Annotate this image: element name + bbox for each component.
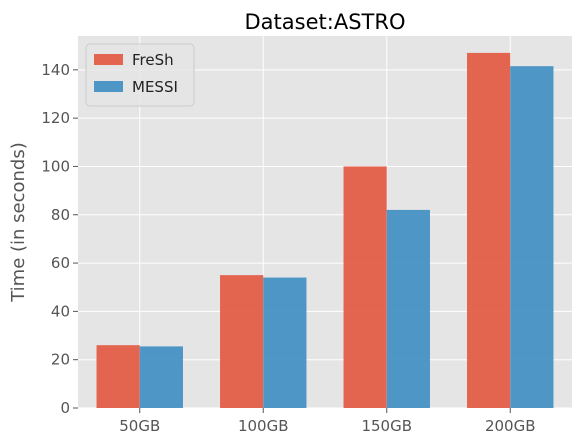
bar-fresh-50gb: [96, 345, 140, 408]
y-tick-label: 140: [41, 61, 70, 79]
y-tick-label: 0: [60, 399, 70, 417]
legend-label-messi: MESSI: [132, 78, 178, 96]
chart-title: Dataset:ASTRO: [245, 10, 406, 34]
x-tick-label: 50GB: [119, 417, 160, 435]
bar-messi-100gb: [263, 277, 307, 408]
x-tick-label: 200GB: [485, 417, 536, 435]
y-axis-label: Time (in seconds): [8, 142, 29, 303]
legend-swatch-messi: [94, 81, 123, 92]
bar-fresh-150gb: [343, 166, 387, 408]
bars: [96, 52, 554, 409]
y-tick-label: 60: [51, 254, 70, 272]
legend: FreSh MESSI: [85, 43, 195, 107]
bar-fresh-200gb: [467, 52, 511, 409]
y-tick-label: 100: [41, 157, 70, 175]
bar-messi-200gb: [510, 66, 554, 409]
y-tick-label: 80: [51, 206, 70, 224]
bar-messi-150gb: [386, 209, 430, 408]
y-tick-label: 120: [41, 109, 70, 127]
legend-label-fresh: FreSh: [132, 51, 174, 69]
y-tick-label: 40: [51, 302, 70, 320]
y-tick-label: 20: [51, 351, 70, 369]
x-tick-label: 100GB: [238, 417, 289, 435]
x-axis-ticks: 50GB 100GB 150GB 200GB: [119, 408, 536, 435]
y-axis-ticks: 0 20 40 60 80 100 120 140: [41, 61, 78, 417]
bar-messi-50gb: [139, 346, 183, 408]
legend-swatch-fresh: [94, 54, 123, 65]
bar-fresh-100gb: [220, 275, 264, 408]
x-tick-label: 150GB: [361, 417, 412, 435]
